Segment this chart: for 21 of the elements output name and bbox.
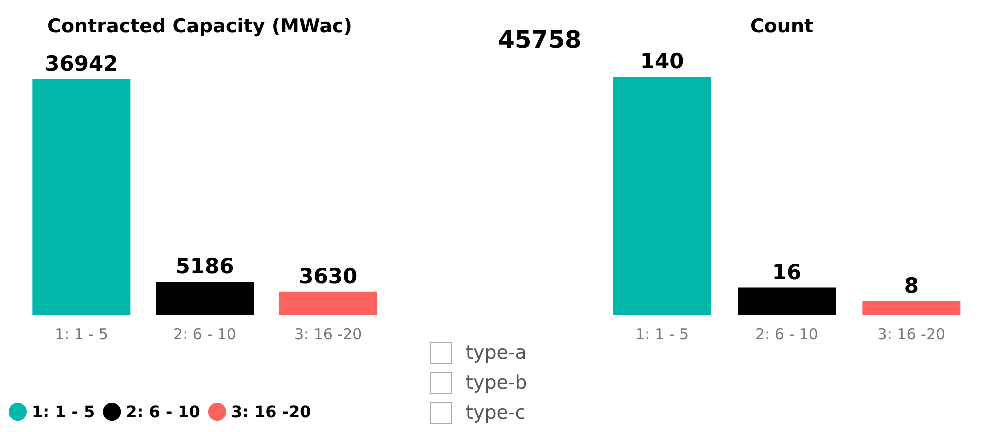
- text: type-b: [466, 372, 528, 394]
- data-label: 140: [640, 50, 684, 74]
- x-tick-label: 1: 1 - 5: [54, 326, 108, 344]
- text: type-c: [466, 402, 526, 424]
- x-tick-label: 1: 1 - 5: [636, 326, 690, 344]
- chart-title: Count: [750, 16, 814, 38]
- chart-title: Contracted Capacity (MWac): [48, 16, 352, 38]
- data-label: 36942: [45, 52, 118, 76]
- x-tick-label: 2: 6 - 10: [174, 326, 236, 344]
- x-tick-label: 3: 16 -20: [294, 326, 362, 344]
- text: type-a: [466, 342, 527, 364]
- legend-label: 2: 6 - 10: [126, 402, 200, 422]
- legend-label: 1: 1 - 5: [32, 402, 96, 422]
- data-label: 16: [772, 260, 802, 284]
- data-label: 5186: [176, 254, 234, 278]
- legend-label: 3: 16 -20: [231, 402, 312, 422]
- x-tick-label: 3: 16 -20: [878, 326, 946, 344]
- text: 45758: [497, 26, 583, 54]
- x-tick-label: 2: 6 - 10: [756, 326, 818, 344]
- data-label: 8: [904, 274, 919, 298]
- data-label: 3630: [299, 264, 358, 288]
